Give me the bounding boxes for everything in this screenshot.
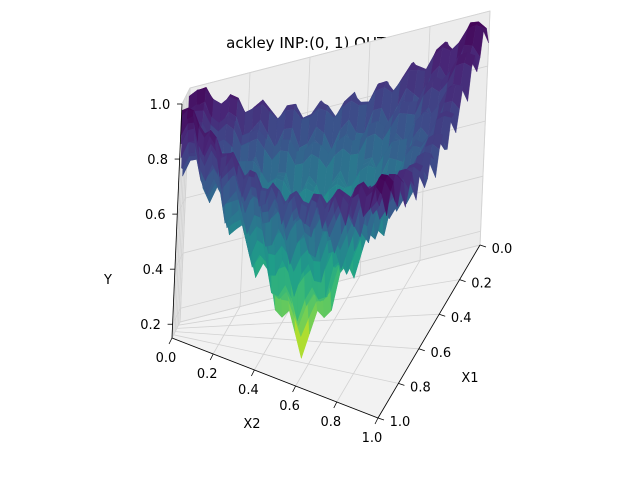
grid-line <box>173 334 399 384</box>
x2-tick-label: 1.0 <box>362 431 383 446</box>
grid-line <box>212 306 241 355</box>
x1-axis-label: X1 <box>461 371 478 386</box>
y-tick-label: 0.6 <box>145 208 166 223</box>
x2-tick-mark <box>333 401 338 409</box>
x2-axis-line <box>171 337 379 419</box>
x2-tick-label: 0.4 <box>238 383 259 398</box>
surface-facet <box>188 141 196 154</box>
grid-line <box>295 275 361 387</box>
surface-facet <box>313 260 322 283</box>
grid-line <box>174 252 184 270</box>
grid-line <box>172 308 181 325</box>
x1-tick-mark <box>377 417 385 421</box>
y-tick-label: 1.0 <box>150 98 171 113</box>
x2-tick-label: 0.6 <box>279 399 300 414</box>
grid-line <box>181 87 191 105</box>
x1-tick-mark <box>459 279 466 282</box>
x1-tick-label: 0.0 <box>492 242 513 257</box>
axis-ticks: 0.0 0.2 0.4 0.6 0.8 1.0 0.0 0.2 0.4 0.6 0.8 1.0 0.2 0… <box>140 98 512 446</box>
x1-tick-mark <box>398 383 405 386</box>
y-tick-label: 0.8 <box>147 153 168 168</box>
x2-tick-label: 0.0 <box>156 351 177 366</box>
x1-axis-line <box>377 244 481 419</box>
x1-tick-label: 0.2 <box>471 277 492 292</box>
x2-tick-label: 0.8 <box>320 415 341 430</box>
grid-line <box>176 197 186 215</box>
surface-facet <box>381 180 391 216</box>
x2-tick-mark <box>251 369 255 377</box>
y-axis-line <box>171 103 183 339</box>
y-axis-label: Y <box>103 273 112 288</box>
grid-line <box>479 10 491 246</box>
y-tick-label: 0.4 <box>143 263 164 278</box>
x1-tick-mark <box>418 348 425 352</box>
surface-plot <box>180 21 489 359</box>
surface-facet <box>195 104 205 112</box>
x1-tick-mark <box>439 313 446 317</box>
x2-tick-mark <box>168 337 173 345</box>
x1-tick-label: 0.8 <box>410 380 431 395</box>
grid-line <box>336 260 421 403</box>
x1-tick-label: 0.6 <box>430 346 451 361</box>
x1-tick-mark <box>479 244 487 248</box>
x2-tick-mark <box>292 385 296 393</box>
y-tick-label: 0.2 <box>140 318 161 333</box>
grid-line <box>189 10 491 89</box>
x2-tick-label: 0.2 <box>197 367 218 382</box>
x2-axis-label: X2 <box>243 417 260 432</box>
surface-facet <box>268 253 276 276</box>
x1-tick-label: 1.0 <box>390 415 411 430</box>
surface-facet <box>262 211 270 224</box>
x2-tick-mark <box>209 353 214 361</box>
x1-tick-label: 0.4 <box>451 311 472 326</box>
x2-tick-mark <box>374 417 379 425</box>
